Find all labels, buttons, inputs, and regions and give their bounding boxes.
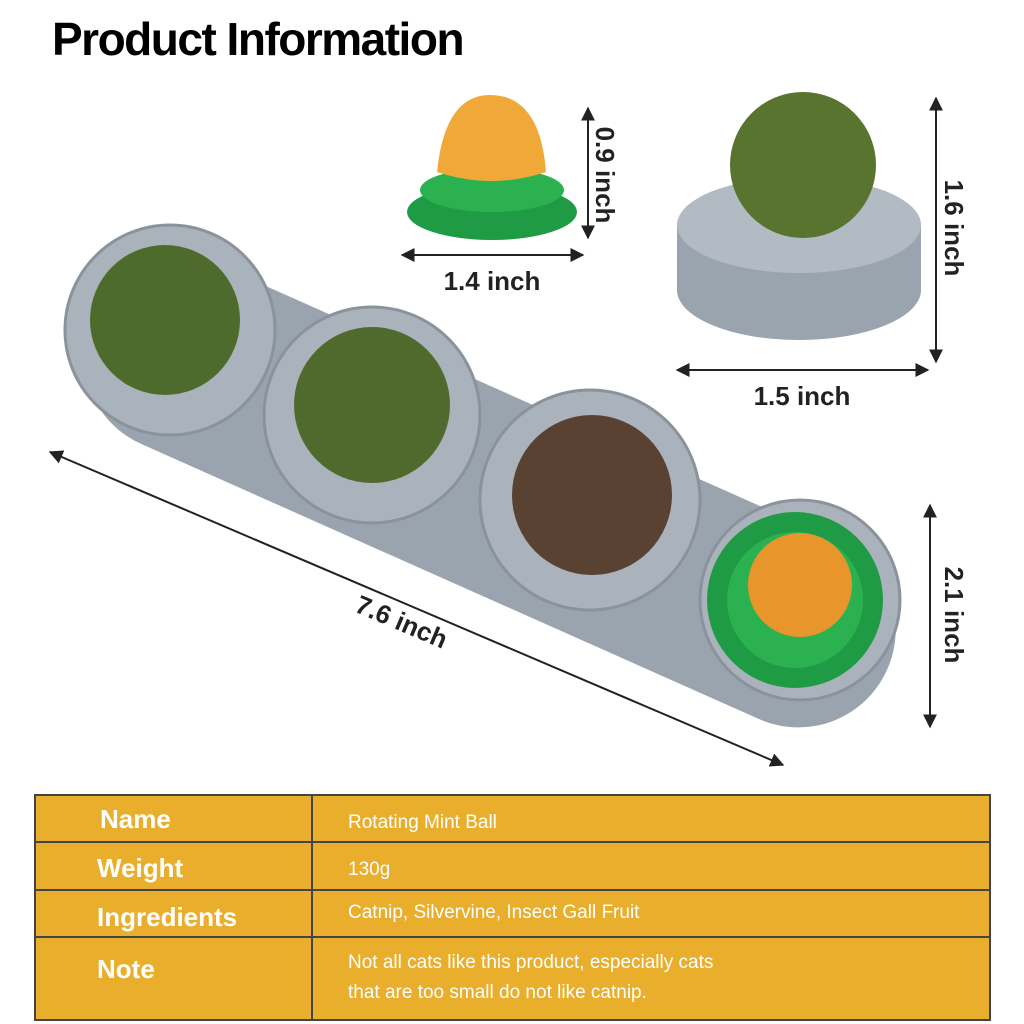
- small-item-illustration: [407, 95, 577, 240]
- dimension-label: 0.9 inch: [590, 127, 620, 224]
- row-label: Name: [100, 804, 171, 834]
- dimension-arrows: [48, 96, 943, 767]
- row-value: that are too small do not like catnip.: [348, 982, 647, 1003]
- row-label: Note: [97, 954, 155, 984]
- dimension-label: 1.4 inch: [444, 266, 541, 296]
- row-value: 130g: [348, 859, 390, 880]
- row-value: Rotating Mint Ball: [348, 812, 497, 833]
- large-item-illustration: [677, 92, 921, 340]
- row-value: Not all cats like this product, especial…: [348, 952, 713, 973]
- dimension-label: 1.6 inch: [939, 180, 969, 277]
- title: Product Information: [52, 13, 463, 65]
- dimension-label: 2.1 inch: [939, 567, 969, 664]
- info-table: Name Rotating Mint Ball Weight 130g Ingr…: [34, 794, 991, 1021]
- row-label: Weight: [97, 853, 184, 883]
- dimension-label: 1.5 inch: [754, 381, 851, 411]
- row-value: Catnip, Silvervine, Insect Gall Fruit: [348, 902, 640, 923]
- row-label: Ingredients: [97, 902, 237, 932]
- dimension-label: 7.6 inch: [351, 589, 452, 654]
